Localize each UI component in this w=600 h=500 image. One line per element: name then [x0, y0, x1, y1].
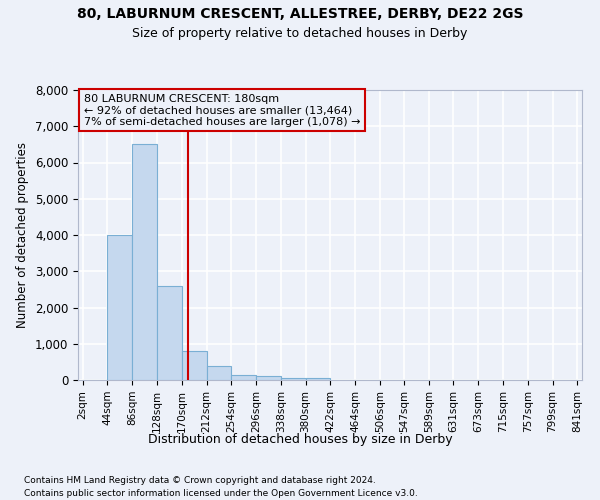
Bar	[231, 374, 256, 380]
Text: Contains HM Land Registry data © Crown copyright and database right 2024.: Contains HM Land Registry data © Crown c…	[24, 476, 376, 485]
Bar	[206, 366, 231, 380]
Text: Contains public sector information licensed under the Open Government Licence v3: Contains public sector information licen…	[24, 489, 418, 498]
Bar	[281, 378, 305, 380]
Bar	[256, 376, 281, 380]
Bar	[132, 144, 157, 380]
Bar	[157, 286, 182, 380]
Bar	[182, 351, 206, 380]
Text: Distribution of detached houses by size in Derby: Distribution of detached houses by size …	[148, 432, 452, 446]
Text: Size of property relative to detached houses in Derby: Size of property relative to detached ho…	[133, 28, 467, 40]
Bar	[107, 235, 132, 380]
Text: 80, LABURNUM CRESCENT, ALLESTREE, DERBY, DE22 2GS: 80, LABURNUM CRESCENT, ALLESTREE, DERBY,…	[77, 8, 523, 22]
Bar	[305, 378, 330, 380]
Text: 80 LABURNUM CRESCENT: 180sqm
← 92% of detached houses are smaller (13,464)
7% of: 80 LABURNUM CRESCENT: 180sqm ← 92% of de…	[84, 94, 361, 127]
Y-axis label: Number of detached properties: Number of detached properties	[16, 142, 29, 328]
